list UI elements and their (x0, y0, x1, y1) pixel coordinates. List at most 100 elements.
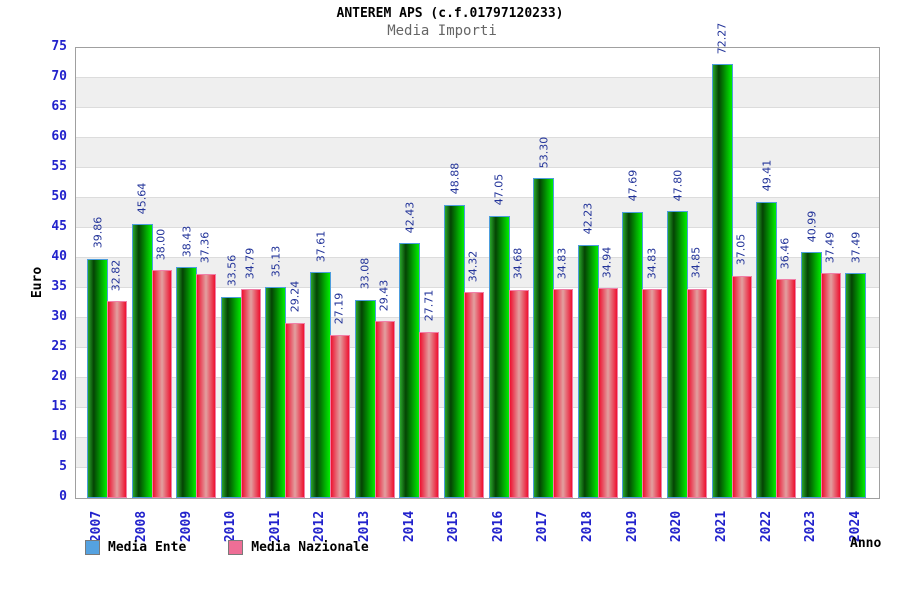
gridline (76, 137, 879, 138)
gridline (76, 257, 879, 258)
bar-media-ente-2018 (577, 244, 599, 498)
y-tick-label: 0 (59, 489, 67, 504)
legend-label-media-ente: Media Ente (108, 540, 187, 555)
value-label-media-ente: 33.08 (358, 257, 372, 290)
value-label-media-ente: 38.43 (180, 225, 194, 258)
y-tick-label: 10 (51, 429, 67, 444)
bar-media-ente-2017 (533, 178, 555, 498)
bar-media-nazionale-2017 (553, 289, 574, 498)
x-tick-label-2018: 2018 (580, 510, 596, 543)
y-tick-label: 25 (51, 339, 67, 354)
value-label-media-nazionale: 36.46 (778, 237, 792, 269)
bar-media-nazionale-2010 (240, 289, 261, 498)
bar-media-ente-2008 (131, 224, 153, 498)
value-label-media-ente: 47.80 (670, 169, 684, 201)
y-tick-label: 70 (51, 69, 67, 84)
value-label-media-nazionale: 37.05 (734, 233, 748, 266)
legend-label-media-nazionale: Media Nazionale (251, 540, 369, 555)
gridline (76, 227, 879, 228)
y-tick-label: 20 (51, 369, 67, 384)
x-tick-label-2020: 2020 (669, 510, 685, 543)
gridline (76, 287, 879, 288)
value-label-media-ente: 47.05 (492, 173, 506, 206)
bar-media-ente-2016 (488, 215, 510, 498)
y-tick-label: 65 (51, 99, 67, 114)
bar-media-ente-2024 (845, 273, 867, 498)
y-axis-title: Euro (30, 266, 46, 298)
value-label-media-nazionale: 34.32 (466, 250, 480, 282)
bar-media-ente-2020 (666, 211, 688, 498)
gridline (76, 167, 879, 168)
bar-media-nazionale-2020 (686, 288, 707, 498)
value-label-media-nazionale: 27.71 (421, 289, 435, 322)
value-label-media-ente: 39.86 (91, 217, 104, 249)
x-tick-label-2015: 2015 (446, 510, 462, 543)
bar-media-ente-2007 (87, 258, 108, 498)
value-label-media-ente: 33.56 (224, 254, 238, 287)
gridline (76, 77, 879, 78)
y-tick-label: 45 (51, 219, 67, 234)
legend-swatch-media-nazionale (228, 540, 244, 555)
bar-media-ente-2019 (622, 211, 644, 498)
value-label-media-ente: 42.23 (581, 202, 595, 235)
gridline (76, 107, 879, 108)
y-tick-label: 55 (51, 159, 67, 174)
value-label-media-ente: 72.27 (715, 22, 729, 55)
value-label-media-nazionale: 34.68 (511, 248, 524, 280)
y-tick-label: 30 (51, 309, 67, 324)
y-tick-label: 50 (51, 189, 67, 204)
gridline (76, 197, 879, 198)
bar-media-ente-2013 (354, 299, 376, 498)
bar-media-nazionale-2012 (330, 334, 351, 498)
x-tick-label-2014: 2014 (401, 510, 417, 543)
bar-media-nazionale-2007 (107, 301, 127, 498)
value-label-media-ente: 53.30 (537, 136, 551, 168)
x-tick-label-2023: 2023 (803, 510, 819, 543)
value-label-media-nazionale: 29.24 (287, 280, 301, 313)
bar-media-ente-2023 (800, 252, 822, 498)
plot-band (76, 198, 879, 228)
chart-subtitle: Media Importi (387, 23, 497, 39)
bar-media-nazionale-2016 (508, 289, 529, 498)
bar-media-ente-2022 (756, 201, 778, 498)
x-tick-label-2016: 2016 (491, 510, 506, 543)
y-tick-label: 60 (51, 129, 67, 144)
plot-band (76, 48, 879, 78)
value-label-media-ente: 35.13 (269, 245, 283, 277)
bar-media-ente-2011 (265, 287, 287, 498)
value-label-media-nazionale: 37.49 (823, 231, 837, 263)
bar-media-ente-2014 (399, 243, 421, 498)
y-tick-label: 15 (51, 399, 67, 414)
value-label-media-ente: 37.61 (314, 230, 328, 263)
bar-media-ente-2010 (220, 296, 242, 498)
bar-media-nazionale-2014 (419, 331, 440, 498)
legend: Media Ente Media Nazionale (85, 540, 403, 555)
value-label-media-nazionale: 37.36 (198, 232, 212, 264)
value-label-media-nazionale: 34.83 (555, 247, 569, 279)
plot-band (76, 168, 879, 198)
x-axis-title: Anno (850, 536, 882, 551)
y-tick-label: 35 (51, 279, 67, 294)
bar-media-ente-2021 (711, 64, 733, 498)
x-tick-label-2021: 2021 (714, 510, 730, 543)
chart-title: ANTEREM APS (c.f.01797120233) (336, 6, 564, 21)
value-label-media-nazionale: 27.19 (332, 293, 346, 325)
plot-band (76, 108, 879, 138)
value-label-media-nazionale: 34.94 (600, 246, 614, 279)
bar-media-nazionale-2023 (820, 273, 841, 498)
value-label-media-nazionale: 34.79 (243, 247, 257, 280)
value-label-media-ente: 48.88 (447, 162, 461, 195)
y-tick-label: 5 (59, 459, 67, 474)
legend-swatch-media-ente (85, 540, 100, 555)
bar-media-nazionale-2015 (463, 292, 484, 498)
bar-media-ente-2012 (310, 272, 332, 498)
bar-media-nazionale-2021 (731, 275, 752, 498)
y-tick-label: 75 (51, 39, 67, 54)
y-tick-label: 40 (51, 249, 67, 264)
value-label-media-nazionale: 34.83 (644, 247, 658, 279)
value-label-media-ente: 45.64 (135, 182, 149, 214)
plot-band (76, 228, 879, 258)
value-label-media-ente: 37.49 (849, 231, 863, 263)
bar-media-nazionale-2008 (151, 270, 172, 498)
x-tick-label-2017: 2017 (535, 510, 551, 543)
